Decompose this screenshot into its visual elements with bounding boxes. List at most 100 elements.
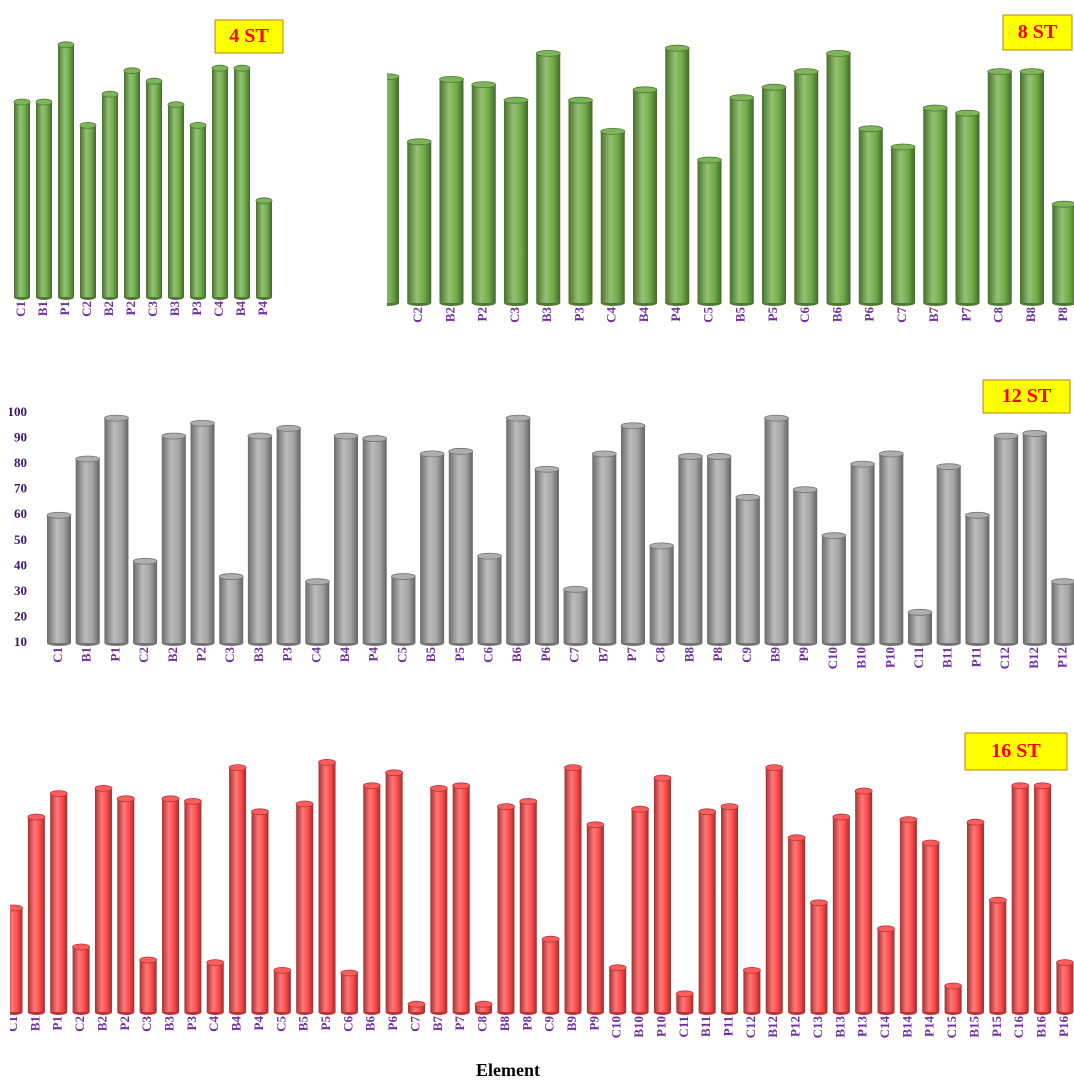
x-tick-label: B4 <box>229 1016 244 1032</box>
bar-body <box>273 970 291 1012</box>
bar-body <box>850 464 875 643</box>
bar-body <box>497 806 515 1012</box>
bar <box>116 795 135 1015</box>
bar <box>675 990 694 1015</box>
bar-cap <box>832 813 851 821</box>
bar-body <box>475 1004 493 1012</box>
bar-cap <box>94 785 113 792</box>
bar <box>10 904 23 1015</box>
bar-body <box>765 767 783 1012</box>
x-tick-label: P6 <box>538 647 553 662</box>
bar-body <box>891 147 915 303</box>
bar <box>295 800 314 1015</box>
bar <box>255 197 273 300</box>
bar-body <box>407 141 432 303</box>
x-tick-label: P9 <box>796 647 811 662</box>
bar-cap <box>698 808 717 816</box>
bar <box>362 782 381 1015</box>
x-tick-label: B8 <box>497 1016 512 1032</box>
bar-body <box>117 798 135 1012</box>
x-tick-label: P12 <box>1054 647 1069 668</box>
bar-cap <box>890 143 916 151</box>
title-box <box>964 732 1068 771</box>
bar-cap <box>810 899 828 907</box>
bar <box>632 86 658 306</box>
y-tick-label: 90 <box>14 430 27 445</box>
bar-body <box>430 788 448 1012</box>
bar-body <box>391 576 416 643</box>
x-tick-label: B2 <box>165 647 180 662</box>
bar-cap <box>46 511 72 519</box>
x-tick-label: B3 <box>167 301 182 317</box>
bar-cap <box>1019 68 1045 75</box>
bar-body <box>721 806 739 1012</box>
x-tick-label: P11 <box>968 647 983 667</box>
bar-body <box>452 785 470 1012</box>
bar <box>419 450 445 646</box>
bar-body <box>36 102 52 297</box>
bar <box>826 50 851 306</box>
x-tick-label: C12 <box>997 647 1012 669</box>
x-tick-label: C5 <box>394 647 409 663</box>
bar-body <box>563 589 588 643</box>
bar-cap <box>247 432 273 440</box>
bar <box>35 98 53 300</box>
bar-body <box>536 53 561 304</box>
bar-body <box>855 791 873 1012</box>
bar-cap <box>318 759 336 766</box>
bar-cap <box>183 798 202 805</box>
y-tick-label: 60 <box>14 506 27 521</box>
bar-body <box>649 545 674 643</box>
bar-cap <box>503 96 529 104</box>
bar-body <box>229 767 247 1012</box>
x-tick-label: B12 <box>765 1016 780 1038</box>
bar-body <box>955 113 980 303</box>
bar-cap <box>764 414 789 422</box>
bar-cap <box>792 486 818 494</box>
bar-body <box>1052 204 1074 303</box>
bar-cap <box>534 465 560 473</box>
bar-body <box>407 1004 425 1012</box>
bar-body <box>923 108 948 303</box>
bar-cap <box>921 839 940 847</box>
bar <box>505 414 531 646</box>
bar-cap <box>407 1000 426 1008</box>
bar-body <box>936 466 961 643</box>
bar <box>832 813 851 1015</box>
bar <box>448 447 474 646</box>
bar-body <box>219 576 244 643</box>
x-tick-label: C6 <box>480 647 495 663</box>
x-tick-label: B6 <box>509 647 524 663</box>
x-tick-label: P3 <box>189 301 204 316</box>
x-tick-label: C5 <box>273 1016 288 1032</box>
bar-body <box>14 102 30 297</box>
bar-body <box>251 811 269 1012</box>
bar-cap <box>387 73 400 81</box>
x-tick-label: C1 <box>50 647 65 663</box>
bar <box>406 138 432 306</box>
bar <box>477 552 502 646</box>
bar <box>965 511 990 646</box>
bar-cap <box>49 790 68 797</box>
x-tick-label: C8 <box>653 647 668 663</box>
x-tick-label: B12 <box>1026 647 1041 669</box>
bar-body <box>102 94 118 297</box>
bar-cap <box>145 77 163 85</box>
bar-cap <box>304 578 330 586</box>
bar-body <box>334 436 358 643</box>
bar-body <box>609 967 627 1012</box>
x-tick-label: C10 <box>825 647 840 669</box>
title-box <box>1002 14 1073 51</box>
bar-cap <box>653 774 672 782</box>
x-tick-label: P2 <box>117 1016 132 1030</box>
bar-cap <box>452 782 471 790</box>
x-tick-label: B6 <box>829 307 844 323</box>
bar <box>742 967 761 1015</box>
bar-body <box>1022 433 1047 643</box>
x-tick-label: C12 <box>743 1016 758 1038</box>
bar-cap <box>27 813 46 821</box>
bar <box>735 493 761 646</box>
bar-cap <box>720 803 739 810</box>
bar <box>1051 200 1074 306</box>
bar <box>390 573 416 646</box>
